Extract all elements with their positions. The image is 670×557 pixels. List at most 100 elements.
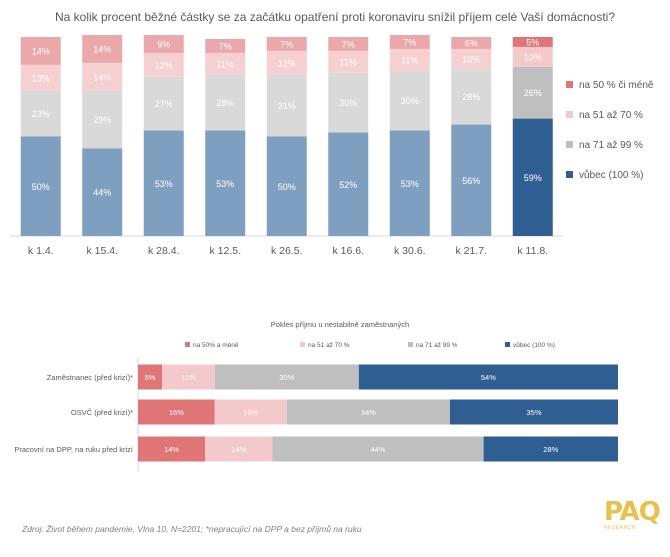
legend-swatch <box>505 342 510 347</box>
bar-segment <box>328 50 369 73</box>
legend-swatch <box>300 342 305 347</box>
legend-swatch <box>566 81 573 88</box>
logo-mark: PAQ <box>604 497 661 527</box>
data-label: 23% <box>32 109 50 119</box>
data-label: 59% <box>524 173 542 183</box>
bar-segment <box>205 436 273 462</box>
bar-segment <box>138 364 162 390</box>
data-label: 11% <box>340 57 357 67</box>
y-tick-label: OSVČ (před krizí)* <box>71 408 133 417</box>
bar-segment <box>512 118 553 236</box>
data-label: 15% <box>243 408 258 417</box>
data-label: 14% <box>231 445 246 454</box>
legend-label: na 71 až 99 % <box>579 140 643 151</box>
bar-segment <box>389 70 430 131</box>
data-label: 7% <box>280 39 293 49</box>
data-label: 31% <box>278 101 296 111</box>
x-tick-label: k 28.4. <box>148 245 180 257</box>
data-label: 53% <box>216 179 234 189</box>
bar-segment <box>20 136 61 236</box>
chart-title: Na kolik procent běžné částky se za začá… <box>54 10 616 24</box>
data-label: 13% <box>32 73 50 83</box>
bar-segment <box>358 364 618 390</box>
legend-label: na 50% a méně <box>193 342 239 349</box>
y-tick-label: Pracovní na DPP, na ruku před krizí <box>14 445 134 454</box>
legend-label: na 50 % či méně <box>579 80 654 91</box>
bar-segment <box>512 37 553 47</box>
bar-segment <box>205 52 246 75</box>
legend-label: vůbec (100 %) <box>579 169 643 181</box>
data-label: 10% <box>462 54 480 64</box>
bar-segment <box>451 68 492 125</box>
legend-label: na 51 až 70 % <box>579 110 643 121</box>
bar-segment <box>266 50 307 75</box>
bar-segment <box>82 62 123 91</box>
data-label: 44% <box>93 188 111 198</box>
bar-segment <box>205 74 246 131</box>
data-label: 30% <box>401 96 419 106</box>
data-label: 14% <box>93 44 111 54</box>
data-label: 14% <box>164 445 179 454</box>
bar-segment <box>328 72 369 133</box>
legend-swatch <box>408 342 413 347</box>
legend-swatch <box>185 342 190 347</box>
data-label: 30% <box>279 373 294 382</box>
x-tick-label: k 12.5. <box>209 245 241 257</box>
data-label: 44% <box>370 445 385 454</box>
data-label: 53% <box>155 179 173 189</box>
bar-segment <box>483 436 618 462</box>
bar-segment <box>143 130 184 236</box>
bar-segment <box>143 35 184 53</box>
data-label: 27% <box>155 99 173 109</box>
bar-segment <box>328 37 369 51</box>
bar-segment <box>272 436 484 462</box>
legend-label: na 71 až 99 % <box>416 342 458 349</box>
data-label: 7% <box>403 37 416 47</box>
bar-segment <box>138 399 215 425</box>
data-label: 7% <box>342 39 355 49</box>
data-label: 50% <box>32 182 50 192</box>
bar-segment <box>214 399 287 425</box>
data-label: 12% <box>278 58 296 68</box>
bar-segment <box>20 64 61 91</box>
bar-segment <box>451 124 492 236</box>
data-label: 50% <box>278 182 296 192</box>
bar-segment <box>20 90 61 137</box>
data-label: 9% <box>157 39 170 49</box>
data-label: 35% <box>526 408 541 417</box>
bar-segment <box>389 35 430 49</box>
data-label: 7% <box>219 41 232 51</box>
x-tick-label: k 11.8. <box>517 245 548 257</box>
data-label: 6% <box>465 38 478 48</box>
bar-segment <box>266 74 307 137</box>
stacked-column-chart: 50% 23% 13% 14% k 1.4. 44% 29% 14% 14% k 15.4. 53%… <box>10 35 654 257</box>
data-label: 34% <box>361 408 376 417</box>
bar-segment <box>205 38 246 53</box>
bar-segment <box>138 436 206 462</box>
bar-segment <box>82 35 123 63</box>
data-label: 29% <box>93 115 111 125</box>
data-label: 16% <box>169 408 184 417</box>
bar-segment <box>389 48 430 71</box>
data-label: 56% <box>462 176 480 186</box>
legend-swatch <box>566 141 573 148</box>
data-label: 11% <box>217 59 234 69</box>
data-label: 28% <box>216 98 234 108</box>
bar-segment <box>205 130 246 236</box>
bar-segment <box>451 48 492 69</box>
bar-segment <box>512 46 553 67</box>
bar-segment <box>82 148 123 236</box>
bar-segment <box>389 130 430 236</box>
bar-segment <box>266 37 307 51</box>
stacked-bar-chart: na 50% a méně na 51 až 70 % na 71 až 99 % v… <box>14 341 618 472</box>
bar-segment <box>286 399 450 425</box>
x-tick-label: k 30.6. <box>394 245 426 257</box>
data-label: 11% <box>401 55 418 65</box>
data-label: 53% <box>401 179 419 189</box>
legend-swatch <box>566 111 573 118</box>
x-tick-label: k 15.4. <box>86 245 118 257</box>
x-tick-label: k 26.5. <box>271 245 303 257</box>
bar-segment <box>512 66 553 119</box>
bar-segment <box>450 399 618 425</box>
